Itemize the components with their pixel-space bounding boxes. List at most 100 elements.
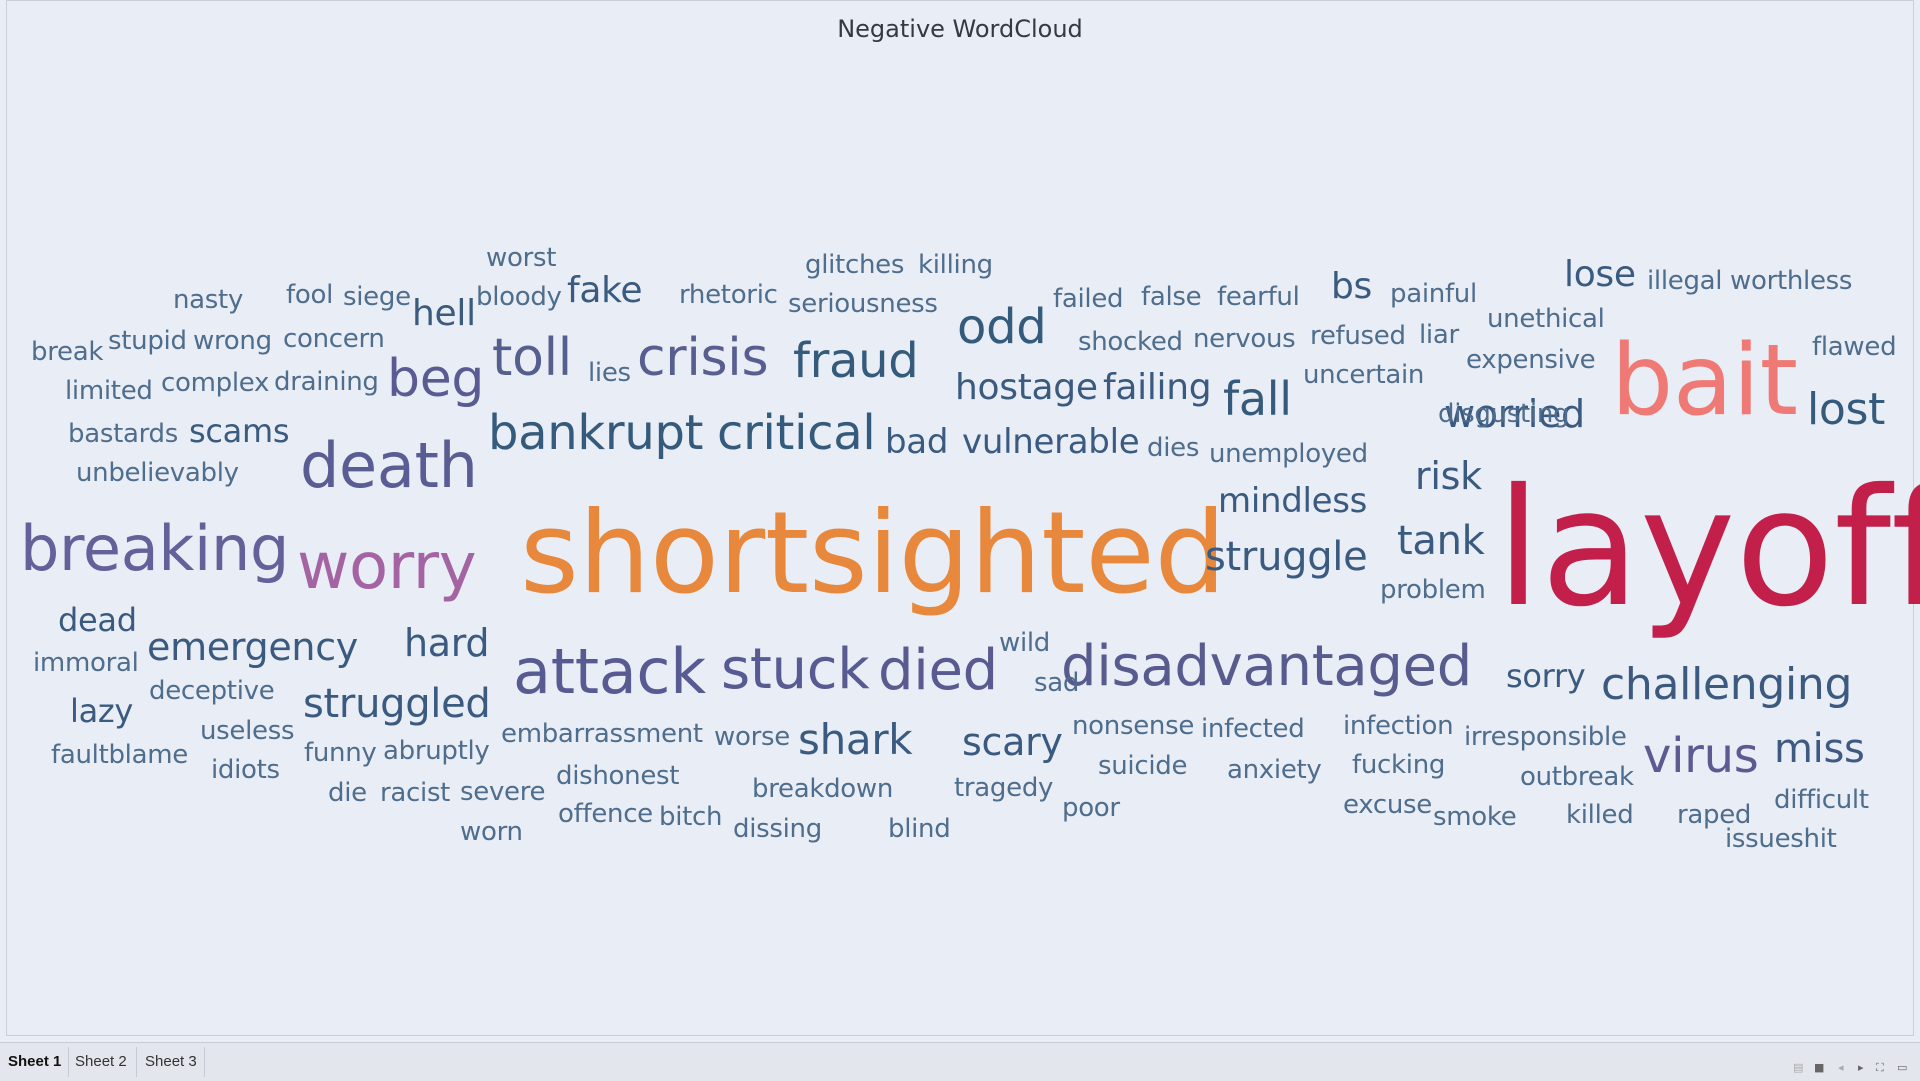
cloud-word[interactable]: emergency	[147, 625, 358, 669]
cloud-word[interactable]: fearful	[1217, 282, 1300, 312]
cloud-word[interactable]: unemployed	[1209, 439, 1368, 469]
cloud-word[interactable]: failing	[1103, 367, 1212, 408]
tab-sheet-2[interactable]: Sheet 2	[75, 1053, 127, 1070]
cloud-word[interactable]: stuck	[721, 637, 870, 702]
cloud-word[interactable]: tank	[1397, 518, 1485, 564]
cloud-word[interactable]: bloody	[476, 282, 562, 312]
cloud-word[interactable]: poor	[1062, 793, 1120, 823]
cloud-word[interactable]: bankrupt	[488, 405, 704, 461]
cloud-word[interactable]: expensive	[1466, 345, 1596, 375]
cloud-word[interactable]: disadvantaged	[1061, 634, 1473, 699]
cloud-word[interactable]: illegal	[1647, 266, 1723, 296]
cloud-word[interactable]: sorry	[1506, 657, 1586, 695]
cloud-word[interactable]: worst	[486, 243, 557, 273]
cloud-word[interactable]: concern	[283, 324, 385, 354]
cloud-word[interactable]: scary	[962, 720, 1063, 764]
cloud-word[interactable]: painful	[1390, 279, 1477, 309]
cloud-word[interactable]: fucking	[1352, 750, 1446, 780]
cloud-word[interactable]: blind	[888, 814, 951, 844]
cloud-word[interactable]: killing	[918, 250, 993, 280]
cloud-word[interactable]: hostage	[955, 367, 1098, 408]
cloud-word[interactable]: dead	[58, 601, 137, 639]
cloud-word[interactable]: worthless	[1730, 266, 1853, 296]
cloud-word[interactable]: stupid	[108, 326, 187, 356]
view-thumbnails-icon[interactable]: ▤	[1793, 1061, 1804, 1074]
cloud-word[interactable]: issueshit	[1725, 824, 1837, 854]
cloud-word[interactable]: hard	[404, 621, 490, 665]
cloud-word[interactable]: difficult	[1774, 785, 1869, 815]
cloud-word[interactable]: beg	[387, 349, 485, 409]
cloud-word[interactable]: fraud	[793, 333, 919, 389]
cloud-word[interactable]: glitches	[805, 250, 905, 280]
cloud-word[interactable]: siege	[343, 282, 411, 312]
cloud-word[interactable]: died	[878, 638, 998, 703]
cloud-word[interactable]: false	[1141, 282, 1202, 312]
cloud-word[interactable]: anxiety	[1227, 755, 1322, 785]
cloud-word[interactable]: odd	[957, 299, 1047, 355]
tab-sheet-1[interactable]: Sheet 1	[8, 1053, 62, 1070]
cloud-word[interactable]: infection	[1343, 711, 1454, 741]
cloud-word[interactable]: fake	[567, 270, 643, 311]
cloud-word[interactable]: hell	[412, 293, 476, 334]
cloud-word[interactable]: limited	[65, 376, 153, 406]
presentation-icon[interactable]: ▭	[1897, 1061, 1908, 1074]
cloud-word[interactable]: embarrassment	[501, 719, 703, 749]
cloud-word[interactable]: lose	[1564, 254, 1636, 295]
cloud-word[interactable]: break	[31, 337, 104, 367]
cloud-word[interactable]: bitch	[659, 802, 723, 832]
cloud-word[interactable]: layoff	[1496, 455, 1920, 643]
cloud-word[interactable]: vulnerable	[962, 422, 1140, 462]
cloud-word[interactable]: toll	[492, 328, 572, 388]
cloud-word[interactable]: wild	[999, 628, 1051, 658]
cloud-word[interactable]: idiots	[211, 755, 280, 785]
cloud-word[interactable]: severe	[460, 777, 546, 807]
cloud-word[interactable]: risk	[1415, 454, 1482, 498]
cloud-word[interactable]: abruptly	[383, 736, 490, 766]
cloud-word[interactable]: irresponsible	[1464, 722, 1627, 752]
cloud-word[interactable]: dies	[1147, 433, 1200, 463]
cloud-word[interactable]: scams	[189, 412, 290, 450]
cloud-word[interactable]: funny	[304, 738, 377, 768]
cloud-word[interactable]: faultblame	[51, 740, 188, 770]
prev-sheet-icon[interactable]: ◂	[1838, 1061, 1844, 1074]
cloud-word[interactable]: offence	[558, 799, 653, 829]
next-sheet-icon[interactable]: ▸	[1858, 1061, 1864, 1074]
cloud-word[interactable]: smoke	[1433, 802, 1517, 832]
cloud-word[interactable]: tragedy	[954, 773, 1054, 803]
cloud-word[interactable]: struggle	[1205, 534, 1368, 580]
cloud-word[interactable]: shocked	[1078, 327, 1183, 357]
cloud-word[interactable]: shortsighted	[520, 487, 1226, 619]
view-filmstrip-icon[interactable]: ■	[1814, 1061, 1825, 1074]
cloud-word[interactable]: bs	[1331, 266, 1373, 307]
cloud-word[interactable]: worried	[1444, 392, 1585, 436]
cloud-word[interactable]: deceptive	[149, 676, 275, 706]
cloud-word[interactable]: racist	[380, 778, 451, 808]
cloud-word[interactable]: fool	[286, 280, 333, 310]
cloud-word[interactable]: lazy	[70, 692, 134, 730]
cloud-word[interactable]: bastards	[68, 419, 178, 449]
cloud-word[interactable]: draining	[274, 367, 379, 397]
cloud-word[interactable]: breaking	[20, 512, 290, 585]
cloud-word[interactable]: nervous	[1193, 324, 1296, 354]
cloud-word[interactable]: lost	[1807, 384, 1886, 435]
cloud-word[interactable]: dishonest	[556, 761, 680, 791]
cloud-word[interactable]: killed	[1566, 800, 1634, 830]
cloud-word[interactable]: liar	[1419, 320, 1459, 350]
fullscreen-icon[interactable]: ⛶	[1876, 1061, 1884, 1074]
worksheet-canvas[interactable]: Negative WordCloud layoff shortsighted bai…	[6, 0, 1920, 1036]
cloud-word[interactable]: complex	[161, 368, 270, 398]
cloud-word[interactable]: dissing	[733, 814, 822, 844]
cloud-word[interactable]: miss	[1774, 726, 1865, 772]
cloud-word[interactable]: problem	[1380, 575, 1486, 605]
cloud-word[interactable]: seriousness	[788, 289, 938, 319]
cloud-word[interactable]: bait	[1611, 324, 1798, 438]
cloud-word[interactable]: unbelievably	[76, 458, 239, 488]
cloud-word[interactable]: lies	[588, 358, 631, 388]
cloud-word[interactable]: raped	[1677, 800, 1752, 830]
cloud-word[interactable]: death	[300, 429, 478, 502]
cloud-word[interactable]: disgusting	[1438, 399, 1570, 429]
cloud-word[interactable]: nasty	[173, 285, 244, 315]
cloud-word[interactable]: worse	[714, 722, 790, 752]
cloud-word[interactable]: sad	[1034, 668, 1080, 698]
cloud-word[interactable]: bad	[885, 422, 949, 462]
